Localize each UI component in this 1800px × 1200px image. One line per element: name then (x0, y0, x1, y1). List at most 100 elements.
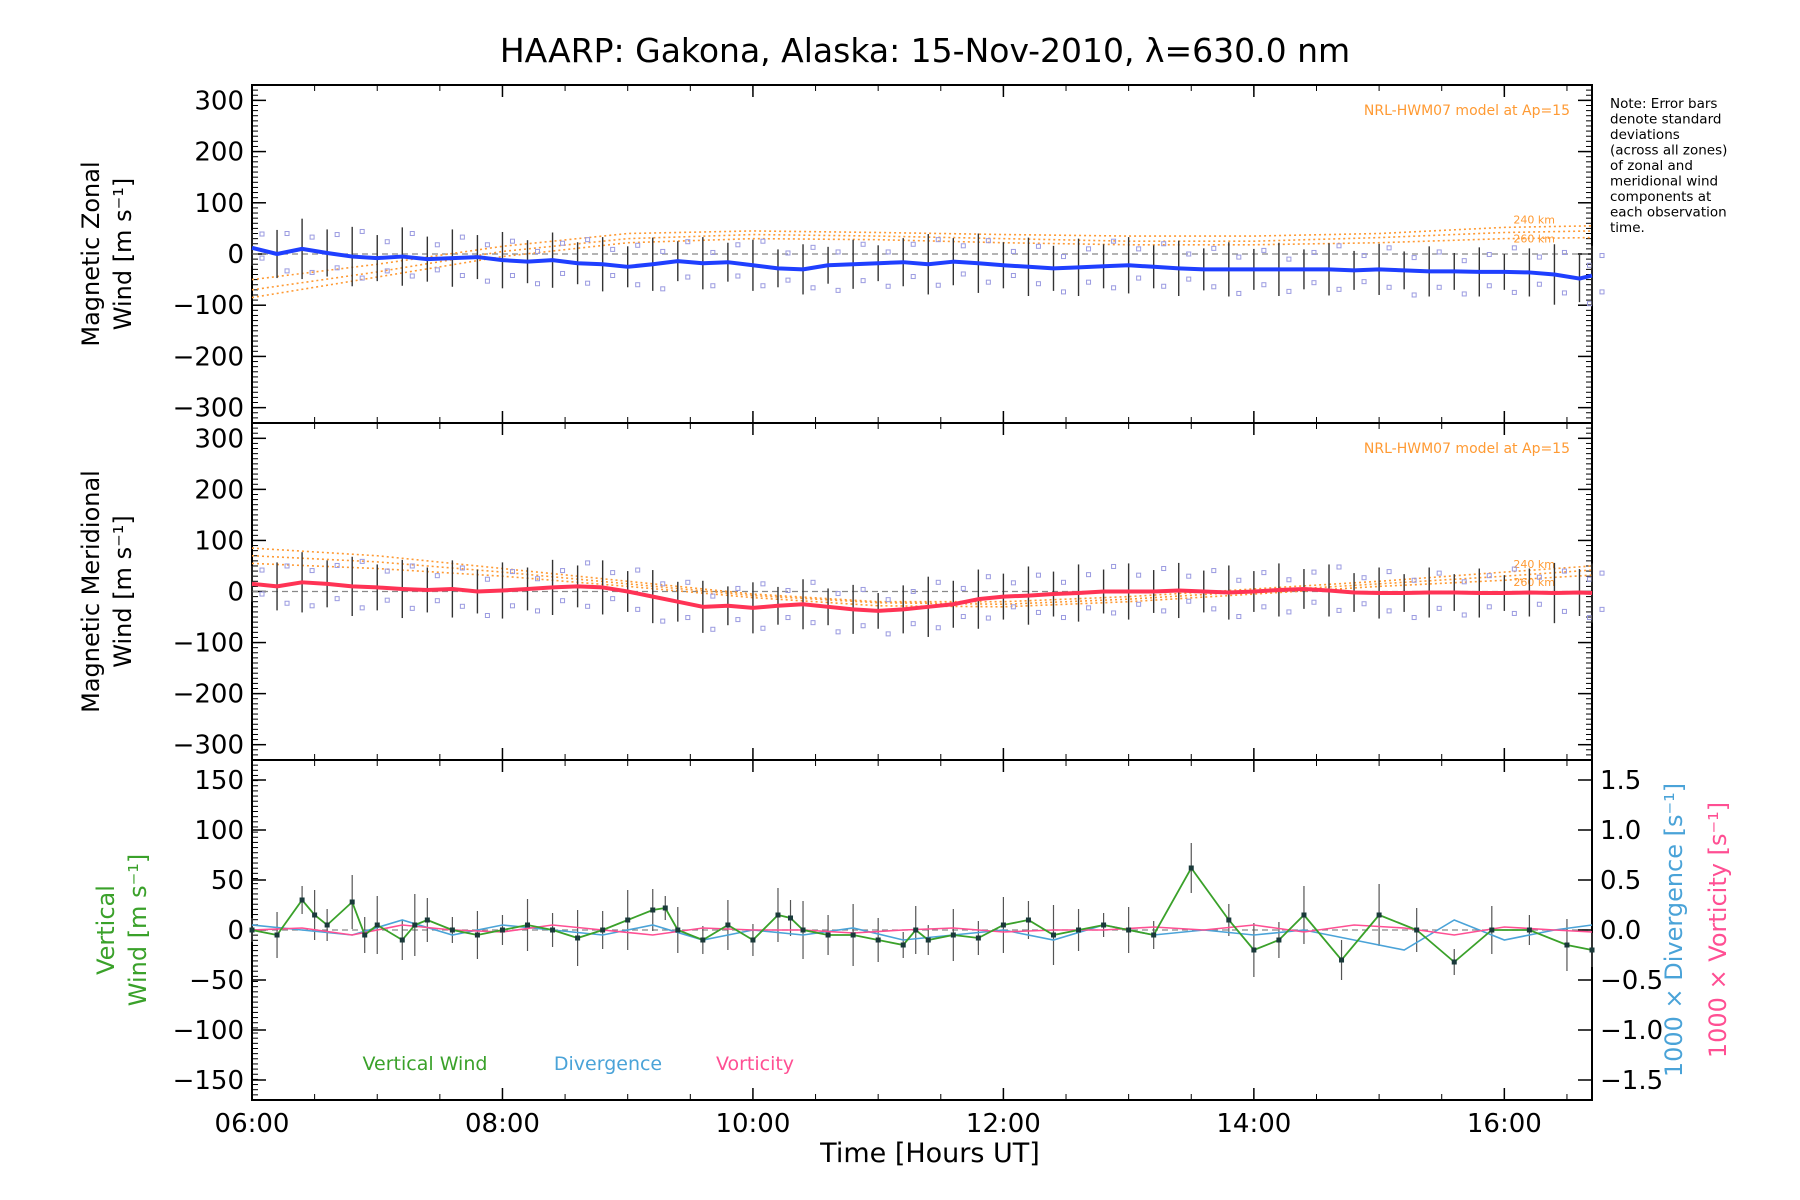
zone-sample (284, 268, 290, 274)
vertical-wind-point (249, 927, 255, 933)
y-axis-label: Wind [m s⁻¹] (124, 854, 152, 1006)
zone-sample (1286, 256, 1292, 262)
zone-sample (760, 238, 766, 244)
y-tick-label: 300 (194, 424, 244, 454)
zone-sample (1511, 245, 1517, 251)
zone-sample (1261, 247, 1267, 253)
zone-sample (535, 281, 541, 287)
zone-sample (560, 568, 566, 574)
vertical-wind-point (1564, 942, 1570, 948)
zone-sample (685, 274, 691, 280)
vertical-wind-point (299, 897, 305, 903)
zone-sample (810, 579, 816, 585)
vertical-wind-point (1451, 959, 1457, 965)
zone-sample (885, 631, 891, 637)
vertical-wind-point (675, 927, 681, 933)
zone-sample (1486, 604, 1492, 610)
zone-sample (1361, 601, 1367, 607)
model-height-label: 260 km (1513, 232, 1555, 245)
zone-sample (434, 267, 440, 273)
vertical-wind-point (662, 905, 668, 911)
vertical-wind-point (850, 932, 856, 938)
zone-sample (1511, 289, 1517, 295)
zone-sample (1561, 608, 1567, 614)
y-tick-label: 0 (227, 240, 244, 270)
zone-sample (985, 574, 991, 580)
zone-sample (484, 612, 490, 618)
zone-sample (334, 562, 340, 568)
zone-sample (1461, 291, 1467, 297)
figure-title: HAARP: Gakona, Alaska: 15-Nov-2010, λ=63… (500, 31, 1350, 70)
zone-sample (685, 579, 691, 585)
zone-sample (760, 283, 766, 289)
vertical-wind-point (1076, 927, 1082, 933)
vertical-wind-point (875, 937, 881, 943)
vertical-wind-point (525, 922, 531, 928)
zone-sample (1136, 275, 1142, 281)
zone-sample (1536, 601, 1542, 607)
y-axis-label: Wind [m s⁻¹] (109, 178, 137, 330)
zone-sample (860, 623, 866, 629)
zone-sample (1060, 289, 1066, 295)
zone-sample (434, 573, 440, 579)
zone-sample (259, 255, 265, 261)
x-tick-label: 10:00 (715, 1109, 790, 1139)
zone-sample (1311, 569, 1317, 575)
zone-sample (1511, 610, 1517, 616)
legend-vorticity: Vorticity (716, 1053, 794, 1075)
vertical-wind-point (975, 935, 981, 941)
zone-sample (1086, 605, 1092, 611)
zone-sample (910, 241, 916, 247)
zone-sample (1236, 614, 1242, 620)
zone-sample (685, 239, 691, 245)
vertical-wind-point (1526, 927, 1532, 933)
y-tick-label: −100 (173, 629, 244, 659)
vertical-wind-point (700, 937, 706, 943)
zone-sample (1186, 598, 1192, 604)
zone-sample (785, 277, 791, 283)
vertical-wind-point (349, 899, 355, 905)
zone-sample (284, 231, 290, 237)
zone-sample (585, 237, 591, 243)
y-tick-label: −300 (173, 394, 244, 424)
zone-sample (1236, 254, 1242, 260)
zone-sample (1035, 243, 1041, 249)
vertical-wind-point (324, 922, 330, 928)
y-tick-label: 300 (194, 86, 244, 116)
zone-sample (1161, 241, 1167, 247)
y2-axis-label: 1000 × Divergence [s⁻¹] (1660, 783, 1688, 1077)
vertical-wind-point (625, 917, 631, 923)
note-line: meridional wind (1610, 174, 1718, 190)
zone-sample (1536, 281, 1542, 287)
zone-sample (710, 283, 716, 289)
zone-sample (635, 606, 641, 612)
zone-sample (1060, 579, 1066, 585)
zone-sample (660, 618, 666, 624)
x-tick-label: 08:00 (465, 1109, 540, 1139)
zone-sample (960, 585, 966, 591)
zone-sample (1511, 566, 1517, 572)
zone-sample (860, 278, 866, 284)
panel-zonal: 300 200 100 0 −100 −200 −300 Magnetic Zonal Wind… (77, 84, 1605, 424)
zone-sample (1111, 285, 1117, 291)
y2-tick-label: −1.0 (1600, 1016, 1663, 1046)
zone-sample (1286, 288, 1292, 294)
zone-sample (1411, 292, 1417, 298)
zone-sample (635, 282, 641, 288)
zone-sample (910, 274, 916, 280)
zone-sample (560, 240, 566, 246)
model-height-label: 240 km (1513, 213, 1555, 226)
zone-sample (1211, 245, 1217, 251)
note-line: denote standard (1610, 112, 1721, 128)
zone-sample (535, 608, 541, 614)
zone-sample (1386, 608, 1392, 614)
y-tick-label: −200 (173, 680, 244, 710)
zone-sample (1311, 599, 1317, 605)
zone-sample (1186, 251, 1192, 257)
zone-sample (1010, 273, 1016, 279)
zone-sample (484, 576, 490, 582)
zone-sample (985, 279, 991, 285)
y-axis-label: Wind [m s⁻¹] (109, 515, 137, 667)
zone-sample (810, 244, 816, 250)
zone-sample (660, 581, 666, 587)
